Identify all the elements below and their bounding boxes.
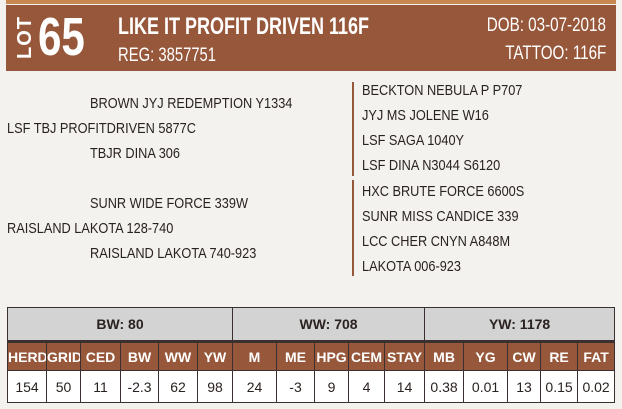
epd-header: HPG [314, 340, 350, 371]
epd-header: CED [80, 340, 121, 371]
epd-header: FAT [577, 340, 616, 371]
epd-value: 0.02 [577, 370, 616, 403]
epd-header: YG [463, 340, 509, 371]
epd-header: WW [158, 340, 198, 371]
epd-header: HERD [7, 340, 47, 371]
epd-header: CEM [348, 340, 386, 371]
pedigree-right: BECKTON NEBULA P P707 [362, 82, 523, 99]
dam-dam: RAISLAND LAKOTA 740-923 [90, 245, 257, 262]
epd-header: MB [424, 340, 465, 371]
epd-value: -3 [276, 370, 316, 403]
date-of-birth: DOB: 03-07-2018 [486, 15, 606, 36]
epd-value: 4 [348, 370, 386, 403]
weaning-weight: WW: 708 [232, 307, 426, 342]
pedigree-right: LAKOTA 006-923 [362, 258, 461, 275]
epd-header: CW [507, 340, 542, 371]
animal-name: LIKE IT PROFIT DRIVEN 116F [118, 13, 370, 40]
epd-value: 62 [158, 370, 198, 403]
sire-sire: BROWN JYJ REDEMPTION Y1334 [90, 95, 293, 112]
epd-header: ME [276, 340, 316, 371]
epd-value: 154 [7, 370, 47, 403]
divider [352, 82, 354, 176]
yearling-weight: YW: 1178 [424, 307, 616, 342]
epd-value: 98 [196, 370, 234, 403]
pedigree-right: SUNR MISS CANDICE 339 [362, 208, 519, 225]
decorative-strip [6, 0, 616, 4]
epd-value: 9 [314, 370, 350, 403]
epd-header: BW [120, 340, 159, 371]
epd-header: RE [540, 340, 579, 371]
birth-weight: BW: 80 [6, 307, 234, 342]
epd-header: GRID [46, 340, 81, 371]
epd-header: M [232, 340, 278, 371]
epd-table: BW: 80 WW: 708 YW: 1178 HERD GRID CED BW WW Y… [6, 307, 616, 403]
epd-value: 24 [232, 370, 278, 403]
epd-value: 0.01 [463, 370, 509, 403]
sire: LSF TBJ PROFITDRIVEN 5877C [7, 120, 196, 137]
pedigree-right: LCC CHER CNYN A848M [362, 233, 511, 250]
sire-dam: TBJR DINA 306 [90, 145, 180, 162]
epd-value: 14 [384, 370, 426, 403]
epd-header: YW [196, 340, 234, 371]
epd-value: 0.15 [540, 370, 579, 403]
epd-value: 50 [46, 370, 81, 403]
lot-number: 65 [38, 7, 85, 67]
tattoo: TATTOO: 116F [504, 43, 606, 64]
pedigree-right: LSF SAGA 1040Y [362, 132, 465, 149]
epd-value: 11 [80, 370, 121, 403]
epd-value: 13 [507, 370, 542, 403]
epd-value: 0.38 [424, 370, 465, 403]
pedigree-right: JYJ MS JOLENE W16 [362, 107, 489, 124]
lot-header: LOT 65 LIKE IT PROFIT DRIVEN 116F REG: 3… [6, 5, 616, 71]
registration: REG: 3857751 [118, 45, 217, 66]
dam: RAISLAND LAKOTA 128-740 [7, 220, 174, 237]
lot-label: LOT [14, 16, 36, 59]
dam-sire: SUNR WIDE FORCE 339W [90, 195, 248, 212]
pedigree-right: LSF DINA N3044 S6120 [362, 157, 501, 174]
divider [352, 180, 354, 276]
epd-header: STAY [384, 340, 426, 371]
epd-value: -2.3 [120, 370, 159, 403]
pedigree-right: HXC BRUTE FORCE 6600S [362, 183, 525, 200]
